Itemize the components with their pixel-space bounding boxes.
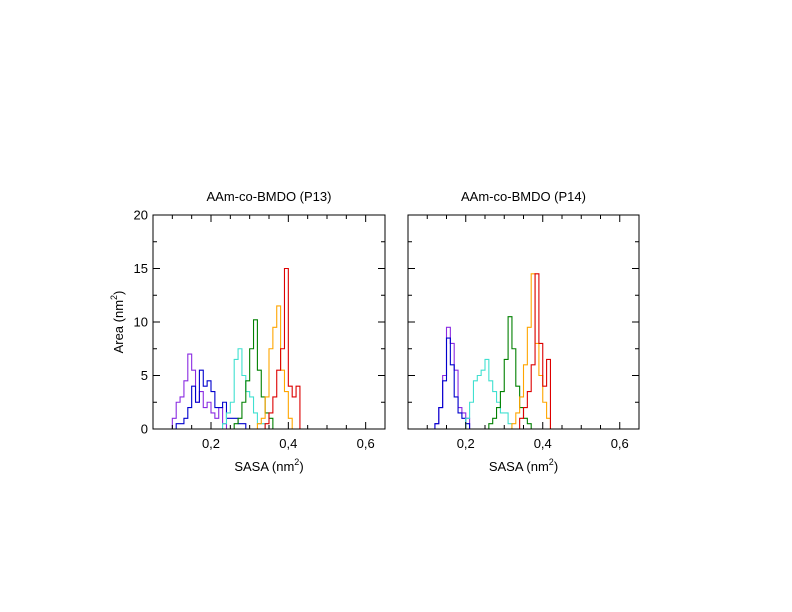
histogram-series-1 [171,353,231,430]
histogram-series-2 [175,369,250,430]
panel-p13: 0 5 10 15 20 0,2 0,4 0,6 AAm-co-BMDO (P13) SASA (… [109,189,386,474]
y-axis-label: Area (nm2) [109,291,126,354]
x-axis-label: SASA (nm2) [234,457,303,474]
x-axis-label: SASA (nm2) [489,457,558,474]
histogram-series-5 [256,305,297,430]
histogram-series-6 [264,267,304,430]
y-tick-label: 15 [134,261,148,276]
y-tick-label: 0 [141,422,148,437]
chart-title: AAm-co-BMDO (P14) [461,189,586,204]
histogram-series-4 [488,316,536,430]
histogram-series-3 [465,358,516,430]
x-tick-label: 0,6 [611,436,629,451]
histogram-series-5 [511,273,555,430]
y-tick-label: 10 [134,315,148,330]
x-tick-label: 0,2 [202,436,220,451]
x-tick-label: 0,6 [357,436,375,451]
chart-title: AAm-co-BMDO (P13) [207,189,332,204]
panel-p14: 0,2 0,4 0,6 AAm-co-BMDO (P14) SASA (nm2) [407,189,640,474]
y-tick-label: 5 [141,368,148,383]
histogram-series-6 [519,273,555,430]
x-tick-label: 0,2 [457,436,475,451]
x-tick-label: 0,4 [279,436,297,451]
y-tick-label: 20 [134,208,148,223]
x-tick-label: 0,4 [534,436,552,451]
